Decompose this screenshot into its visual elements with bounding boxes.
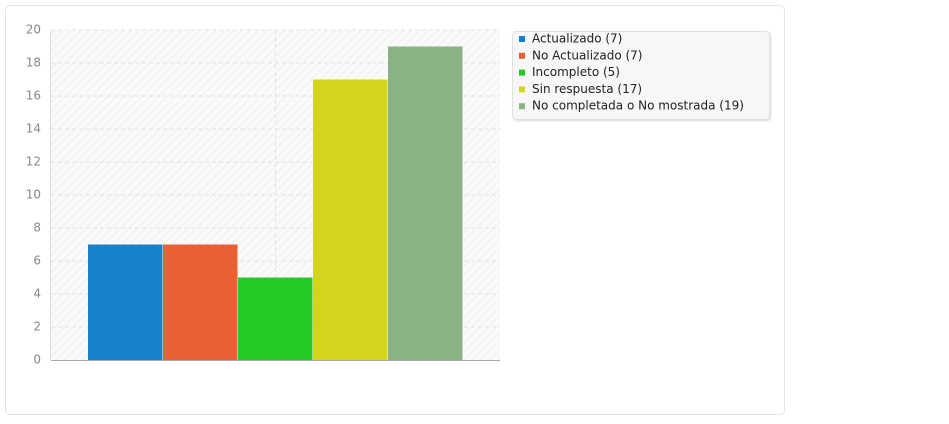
y-tick-label: 6 [33,254,41,268]
legend-label: Actualizado (7) [532,32,622,46]
legend-swatch [519,52,525,59]
bar [388,46,463,360]
y-tick-label: 4 [33,287,41,301]
y-tick-label: 0 [33,353,41,367]
legend-label: Incompleto (5) [532,65,620,79]
y-tick-label: 18 [26,56,41,70]
bar [88,244,163,360]
legend [512,31,770,120]
y-tick-label: 14 [26,122,41,136]
legend-label: Sin respuesta (17) [532,82,642,96]
y-tick-label: 10 [26,188,41,202]
legend-label: No completada o No mostrada (19) [532,99,744,113]
legend-swatch [519,69,525,76]
y-tick-label: 12 [26,155,41,169]
legend-label: No Actualizado (7) [532,48,642,62]
y-tick-label: 16 [26,89,41,103]
legend-swatch [519,103,525,110]
y-tick-label: 2 [33,320,41,334]
bar [313,79,388,360]
bar [163,244,238,360]
legend-swatch [519,86,525,93]
bar [238,277,313,360]
y-tick-label: 8 [33,221,41,235]
legend-swatch [519,36,525,42]
y-tick-label: 20 [26,23,41,37]
